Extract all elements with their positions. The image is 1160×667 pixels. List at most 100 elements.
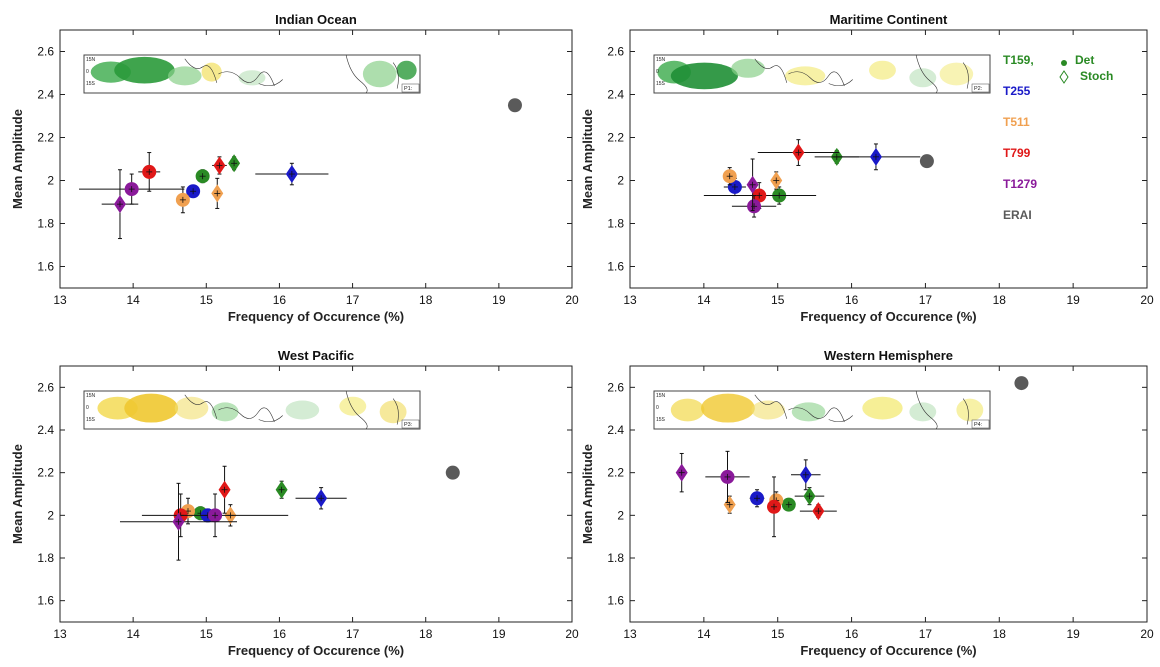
inset-map: 15N 0 15S P4: xyxy=(653,390,991,430)
legend-entry: T255 xyxy=(1003,84,1031,98)
x-tick-label: 15 xyxy=(200,293,214,307)
x-axis-label: Frequency of Occurence (%) xyxy=(800,309,976,324)
y-tick-label: 1.8 xyxy=(607,217,624,231)
x-tick-label: 18 xyxy=(419,293,433,307)
inset-label: P3: xyxy=(404,422,413,428)
data-point-t1279-circle xyxy=(79,173,185,205)
x-tick-label: 18 xyxy=(419,627,433,641)
anomaly-shading xyxy=(362,60,397,88)
data-point-t1279-circle xyxy=(731,195,777,218)
x-tick-label: 20 xyxy=(565,293,579,307)
data-point-t1279-diamond xyxy=(101,169,139,240)
legend-det-marker xyxy=(1061,60,1067,66)
anomaly-shading xyxy=(731,58,765,78)
chart-title: Western Hemisphere xyxy=(824,348,953,363)
y-tick-label: 1.6 xyxy=(607,594,624,608)
data-point-t255-circle xyxy=(749,489,765,508)
inset-lat-label: 15S xyxy=(86,81,96,87)
data-point-erai-circle xyxy=(445,465,460,480)
data-point-erai-circle xyxy=(919,154,934,169)
x-tick-label: 20 xyxy=(1140,627,1154,641)
chart-panel-1: Indian Ocean 13 14 15 16 17 18 19 20 1.6 1.8 2 2.2 2.… xyxy=(10,12,579,324)
legend-det-label: Det xyxy=(1075,53,1094,67)
anomaly-shading xyxy=(785,66,826,86)
x-tick-label: 14 xyxy=(126,627,140,641)
inset-lat-label: 0 xyxy=(86,69,89,75)
inset-label: P1: xyxy=(404,86,413,92)
data-point-t159-diamond xyxy=(794,487,825,506)
y-tick-label: 2.6 xyxy=(37,45,54,59)
x-tick-label: 15 xyxy=(771,293,785,307)
anomaly-shading xyxy=(701,393,755,423)
anomaly-shading xyxy=(379,400,407,424)
inset-lat-label: 15N xyxy=(86,393,96,399)
coastlines xyxy=(184,55,399,93)
data-point-t511-circle xyxy=(722,167,737,186)
anomaly-shading xyxy=(956,398,984,422)
x-tick-label: 20 xyxy=(565,627,579,641)
x-axis-label: Frequency of Occurence (%) xyxy=(228,309,404,324)
anomaly-shading xyxy=(168,66,202,86)
anomaly-shading xyxy=(751,400,786,420)
anomaly-shading xyxy=(339,396,367,416)
legend-entry: T799 xyxy=(1003,146,1031,160)
coastlines xyxy=(184,391,399,429)
chart-title: Indian Ocean xyxy=(275,12,357,27)
anomaly-shading xyxy=(285,400,320,420)
y-tick-label: 2 xyxy=(617,508,624,522)
inset-map: 15N 0 15S P3: xyxy=(83,390,421,430)
y-tick-label: 2.6 xyxy=(37,380,54,394)
coastlines xyxy=(754,55,969,93)
inset-lat-label: 0 xyxy=(656,405,659,411)
x-tick-label: 18 xyxy=(993,627,1007,641)
x-tick-label: 17 xyxy=(346,293,360,307)
anomaly-shading xyxy=(670,62,739,90)
data-point-t511-circle xyxy=(175,186,190,214)
y-tick-label: 2.4 xyxy=(37,88,54,102)
data-point-t255-circle xyxy=(723,177,746,197)
chart-title: Maritime Continent xyxy=(830,12,948,27)
data-point-t1279-diamond xyxy=(675,452,688,493)
anomaly-shading xyxy=(396,60,417,80)
x-tick-label: 16 xyxy=(273,293,287,307)
x-tick-label: 15 xyxy=(200,627,214,641)
data-point-t511-diamond xyxy=(211,177,224,209)
inset-label: P4: xyxy=(974,422,983,428)
y-tick-label: 2.2 xyxy=(607,131,624,145)
legend-entry: T1279 xyxy=(1003,177,1037,191)
x-tick-label: 19 xyxy=(492,627,506,641)
legend-entry: ERAI xyxy=(1003,208,1032,222)
anomaly-shading xyxy=(211,402,239,422)
x-tick-label: 18 xyxy=(993,293,1007,307)
y-axis-label: Mean Amplitude xyxy=(10,109,25,209)
data-point-erai-circle xyxy=(1014,376,1029,391)
y-axis-label: Mean Amplitude xyxy=(580,109,595,209)
inset-lat-label: 15S xyxy=(86,417,96,423)
inset-lat-label: 15N xyxy=(86,57,96,63)
data-point-t799-diamond xyxy=(757,139,840,166)
legend-stoch-marker xyxy=(1059,70,1069,84)
y-tick-label: 2.4 xyxy=(37,423,54,437)
y-axis-label: Mean Amplitude xyxy=(580,444,595,544)
anomaly-shading xyxy=(939,62,974,86)
y-tick-label: 2.2 xyxy=(607,466,624,480)
inset-label: P2: xyxy=(974,86,983,92)
anomaly-shading xyxy=(670,398,705,422)
data-point-t1279-diamond xyxy=(119,482,238,561)
x-tick-label: 15 xyxy=(771,627,785,641)
y-tick-label: 1.6 xyxy=(37,260,54,274)
inset-lat-label: 15S xyxy=(656,417,666,423)
anomaly-shading xyxy=(869,60,896,80)
legend-stoch-label: Stoch xyxy=(1080,69,1113,83)
inset-lat-label: 0 xyxy=(656,69,659,75)
data-point-t799-diamond xyxy=(799,502,837,521)
y-tick-label: 2 xyxy=(47,174,54,188)
data-point-t255-diamond xyxy=(255,162,329,186)
data-point-erai-circle xyxy=(507,98,522,113)
y-axis-label: Mean Amplitude xyxy=(10,444,25,544)
y-tick-label: 1.8 xyxy=(37,551,54,565)
data-point-t1279-diamond xyxy=(746,158,759,212)
x-tick-label: 17 xyxy=(346,627,360,641)
